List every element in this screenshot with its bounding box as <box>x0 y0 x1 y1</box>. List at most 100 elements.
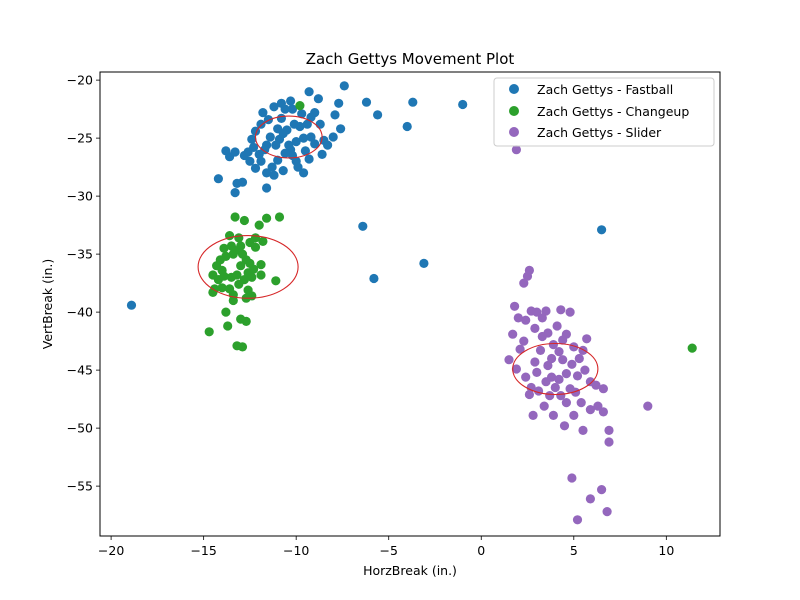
x-axis-title: HorzBreak (in.) <box>363 563 457 578</box>
data-point <box>604 425 614 435</box>
data-point <box>597 485 607 495</box>
legend-label-slider: Zach Gettys - Slider <box>537 125 662 140</box>
data-point <box>239 215 249 226</box>
data-point <box>221 146 231 156</box>
data-point <box>265 132 275 142</box>
data-point <box>554 347 564 357</box>
data-point <box>532 307 542 317</box>
series-2 <box>504 145 653 525</box>
data-point <box>543 360 553 371</box>
data-point <box>541 306 551 316</box>
data-point <box>336 124 346 134</box>
data-point <box>126 300 137 310</box>
data-point <box>504 355 514 365</box>
data-point <box>572 371 583 381</box>
x-tick-label: −15 <box>190 543 216 558</box>
data-point <box>598 384 609 394</box>
data-point <box>578 425 588 435</box>
data-point <box>585 405 596 415</box>
data-point <box>243 268 253 278</box>
data-point <box>232 270 242 280</box>
data-point <box>561 369 572 379</box>
data-point <box>230 212 240 222</box>
data-point <box>213 174 223 184</box>
data-point <box>236 241 246 251</box>
data-point <box>569 342 579 352</box>
data-point <box>558 355 568 365</box>
data-point <box>558 335 568 345</box>
data-point <box>276 113 286 123</box>
data-point <box>280 148 290 158</box>
data-point <box>286 96 296 106</box>
data-point <box>287 104 298 114</box>
data-point <box>561 398 572 408</box>
data-point <box>295 101 305 111</box>
data-point <box>408 97 418 107</box>
data-point <box>250 242 261 252</box>
data-point <box>593 401 603 411</box>
data-point <box>228 295 238 306</box>
data-point <box>256 119 266 129</box>
data-point <box>289 119 299 129</box>
x-axis-ticks: −20 −15 −10 −5 0 5 10 <box>98 536 674 558</box>
data-point <box>323 140 333 150</box>
data-point <box>556 391 566 401</box>
data-point <box>250 163 261 173</box>
data-point <box>278 166 288 176</box>
data-point <box>330 110 340 120</box>
data-point <box>230 147 240 157</box>
data-point <box>313 94 323 104</box>
data-point <box>548 410 559 420</box>
data-point <box>299 133 309 143</box>
legend: Zach Gettys - Fastball Zach Gettys - Cha… <box>493 77 715 147</box>
x-tick-label: −20 <box>98 543 124 558</box>
data-point <box>402 121 412 132</box>
data-point <box>548 340 559 350</box>
chart-title: Zach Gettys Movement Plot <box>306 50 515 68</box>
data-point <box>458 99 468 110</box>
data-point <box>530 323 540 333</box>
data-point <box>237 177 248 187</box>
data-point <box>262 183 272 193</box>
data-point <box>315 119 325 129</box>
data-point <box>293 162 303 172</box>
data-point <box>528 410 538 420</box>
data-point <box>219 243 229 253</box>
data-point <box>571 387 581 397</box>
legend-marker-changeup <box>509 106 519 116</box>
cluster-ellipse-0 <box>254 115 323 159</box>
legend-marker-slider <box>509 127 519 137</box>
data-point <box>269 170 279 180</box>
legend-box <box>493 77 715 147</box>
data-point <box>271 140 281 150</box>
cluster-ellipse-2 <box>512 342 599 396</box>
y-tick-label: −30 <box>67 189 93 204</box>
y-tick-label: −35 <box>67 247 93 262</box>
data-point <box>591 380 601 390</box>
data-point <box>269 102 279 112</box>
data-point <box>559 421 570 431</box>
data-point <box>328 132 338 142</box>
data-point <box>513 313 523 323</box>
data-point <box>554 374 564 384</box>
data-point <box>511 145 521 155</box>
data-point <box>304 87 314 97</box>
data-point <box>358 221 368 231</box>
data-point <box>276 98 286 108</box>
x-tick-label: 0 <box>477 543 485 558</box>
data-point <box>334 98 344 108</box>
legend-label-fastball: Zach Gettys - Fastball <box>537 82 673 97</box>
data-point <box>306 112 316 122</box>
data-point <box>291 137 301 147</box>
data-point <box>219 271 229 281</box>
data-point <box>254 220 264 230</box>
series-1 <box>204 101 697 353</box>
data-point <box>524 265 535 275</box>
data-point <box>306 132 316 142</box>
data-point <box>556 305 566 315</box>
data-point <box>545 391 555 401</box>
data-point <box>521 372 531 382</box>
y-tick-label: −50 <box>67 421 93 436</box>
